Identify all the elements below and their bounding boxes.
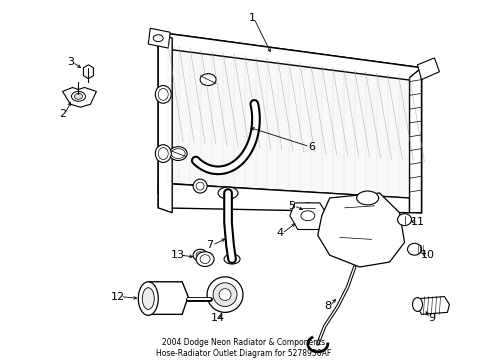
Ellipse shape [224,254,240,264]
Ellipse shape [200,255,210,264]
Ellipse shape [193,249,207,261]
Text: 11: 11 [409,217,424,227]
Ellipse shape [196,252,203,258]
Polygon shape [62,87,96,107]
Circle shape [219,289,230,301]
Ellipse shape [158,148,168,159]
Polygon shape [289,203,327,230]
Text: 3: 3 [67,57,74,67]
Text: 6: 6 [307,142,315,152]
Polygon shape [158,183,408,213]
Ellipse shape [142,288,154,309]
Ellipse shape [155,145,171,162]
Ellipse shape [169,147,187,161]
Polygon shape [408,68,421,213]
Circle shape [213,283,237,306]
Polygon shape [168,45,408,198]
Ellipse shape [300,211,314,221]
Text: 9: 9 [427,313,434,323]
Ellipse shape [412,298,422,311]
Ellipse shape [407,243,421,255]
Ellipse shape [193,179,207,193]
Ellipse shape [301,203,313,213]
Polygon shape [158,32,172,213]
Ellipse shape [356,191,378,205]
Text: 8: 8 [324,301,331,311]
Ellipse shape [158,89,168,100]
Ellipse shape [74,93,82,99]
Ellipse shape [84,67,92,76]
Text: 5: 5 [288,201,295,211]
Text: 13: 13 [171,250,185,260]
Polygon shape [158,32,421,213]
Ellipse shape [196,252,214,266]
Ellipse shape [171,149,185,158]
Text: 2004 Dodge Neon Radiator & Components
Hose-Radiator Outlet Diagram for 5278950AF: 2004 Dodge Neon Radiator & Components Ho… [156,338,331,357]
Polygon shape [417,58,439,80]
Ellipse shape [138,282,158,315]
Polygon shape [148,28,170,48]
Text: 10: 10 [420,250,434,260]
Polygon shape [317,193,404,267]
Ellipse shape [218,187,238,199]
Text: 2: 2 [59,109,66,119]
Ellipse shape [196,182,203,190]
Text: 12: 12 [111,292,125,302]
Polygon shape [417,297,448,314]
Polygon shape [83,65,93,78]
Circle shape [207,277,243,312]
Ellipse shape [200,74,216,86]
Polygon shape [142,282,188,314]
Ellipse shape [397,214,411,226]
Polygon shape [158,32,421,82]
Ellipse shape [155,86,171,103]
Text: 7: 7 [206,240,213,250]
Ellipse shape [153,35,163,42]
Ellipse shape [71,91,85,101]
Text: 14: 14 [211,313,224,323]
Text: 4: 4 [276,229,283,238]
Text: 1: 1 [248,13,255,23]
